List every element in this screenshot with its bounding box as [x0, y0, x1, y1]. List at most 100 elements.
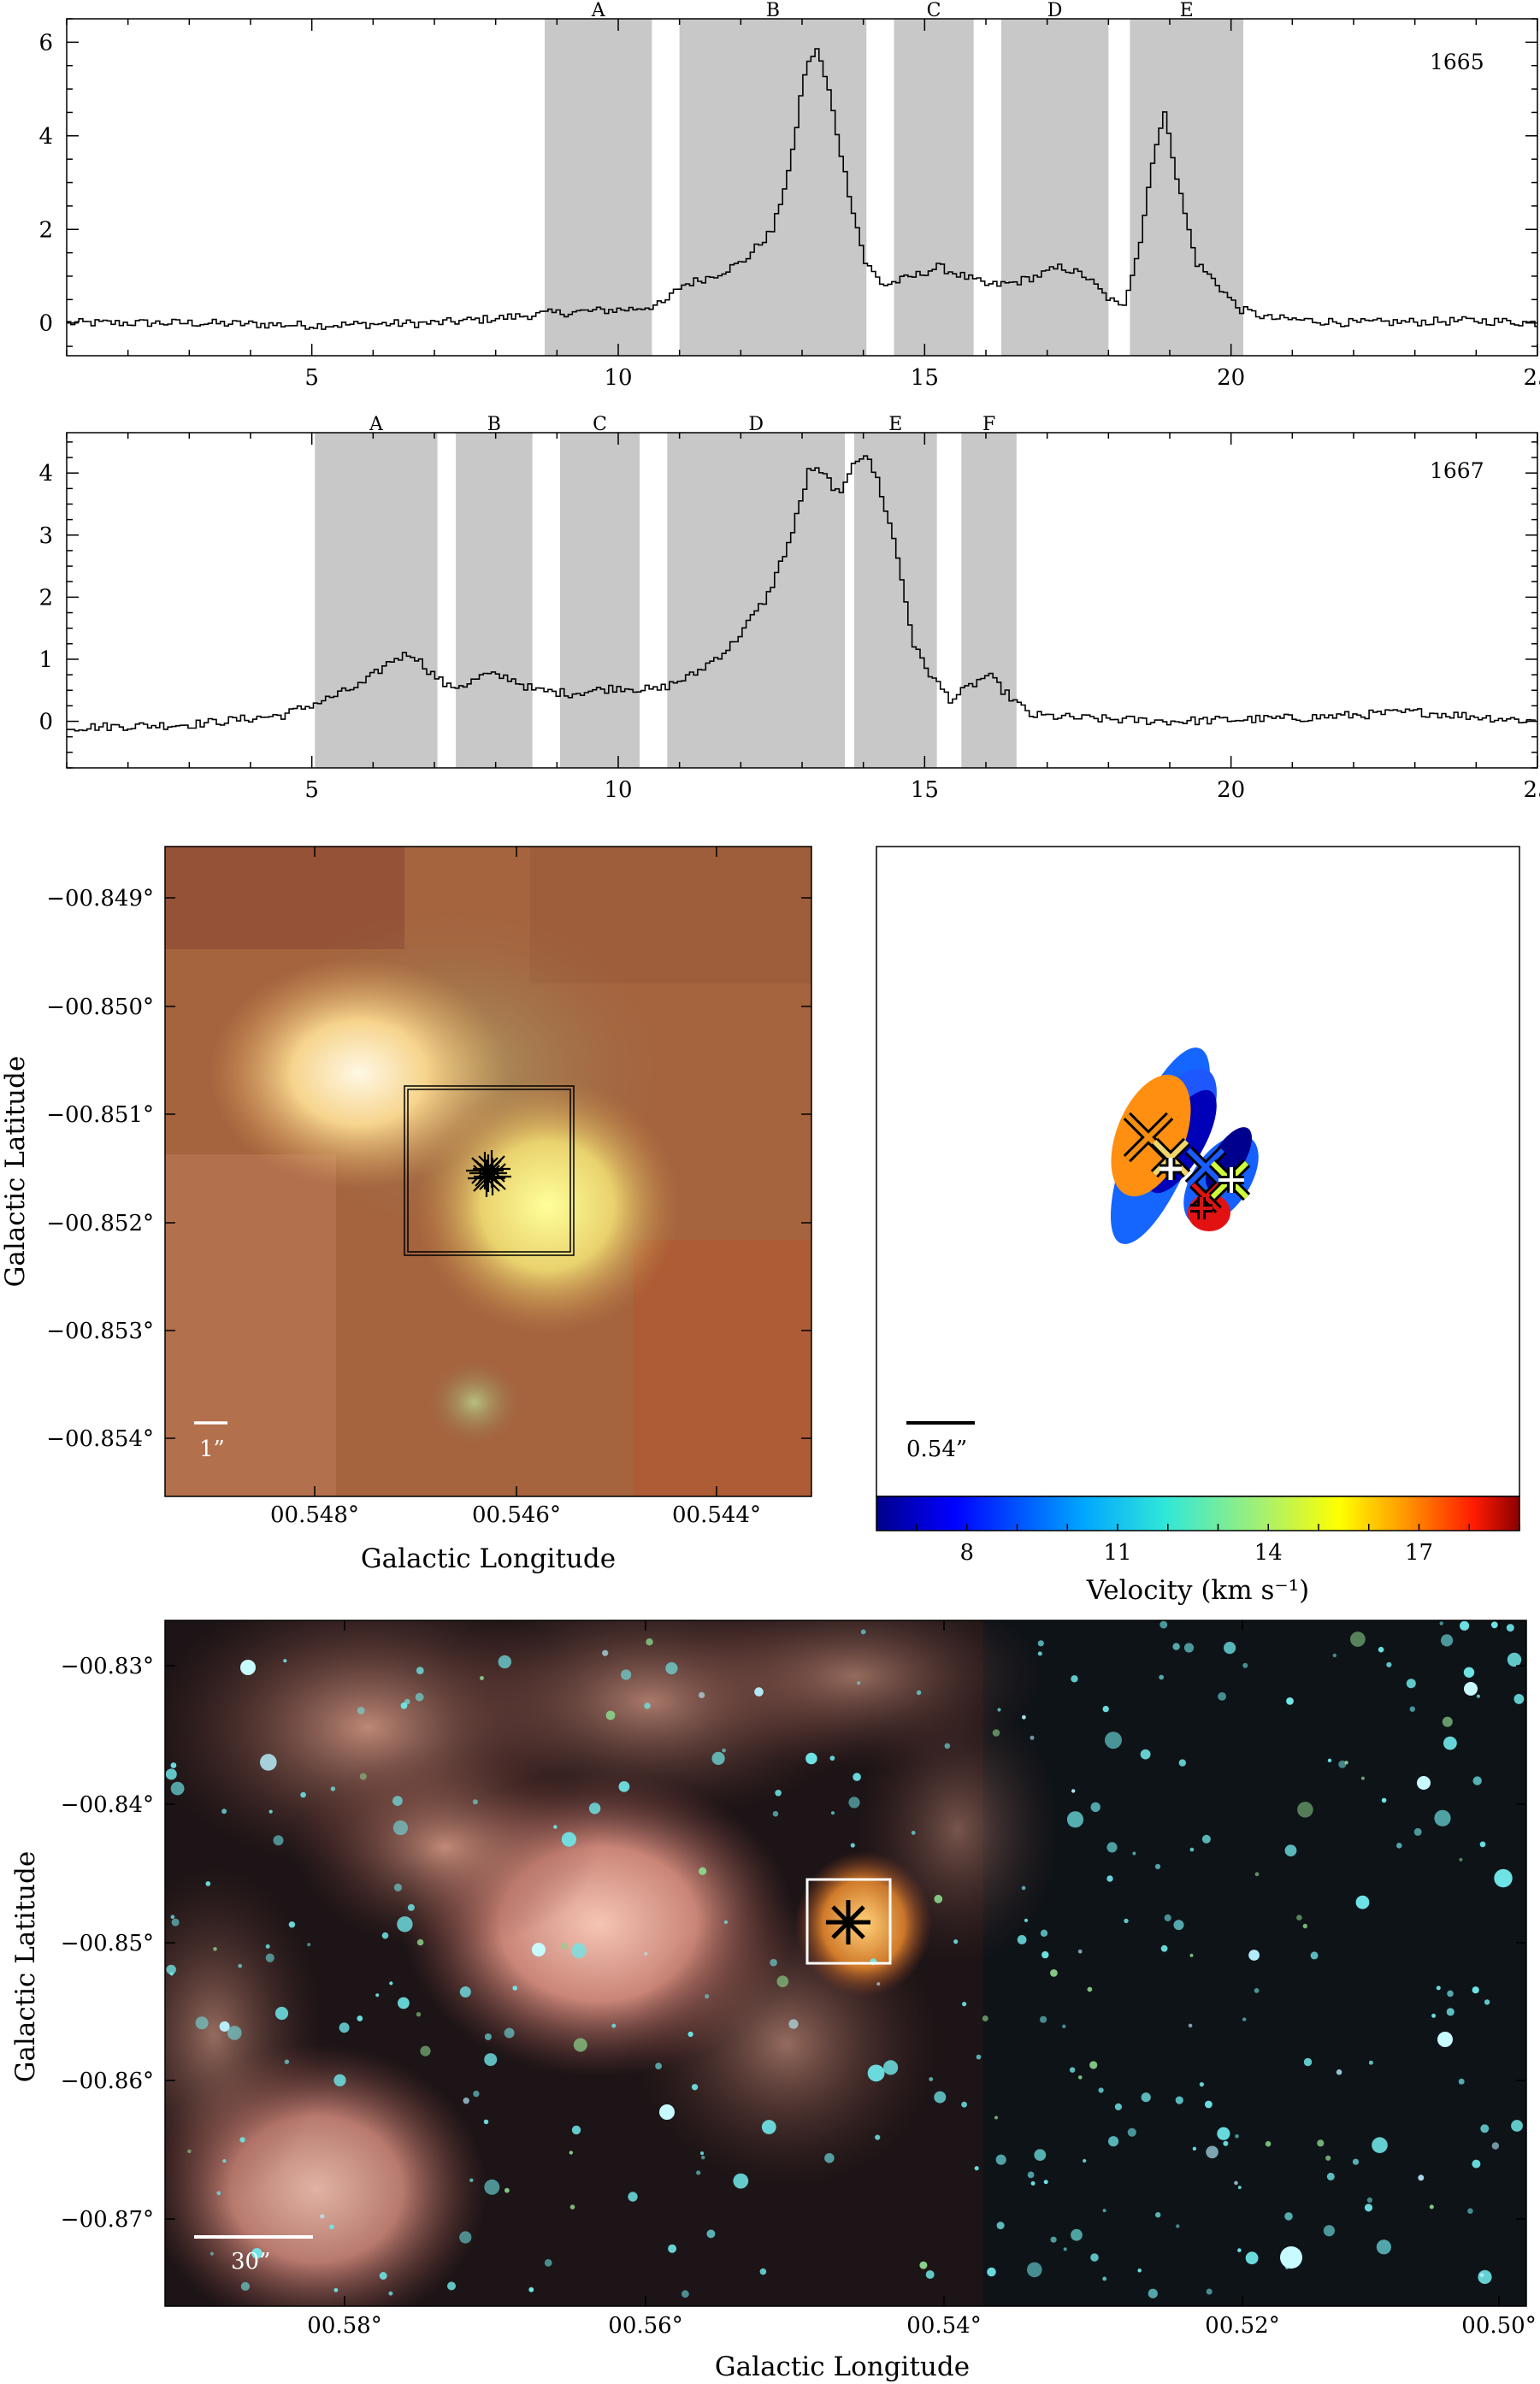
star — [1066, 1811, 1084, 1828]
star — [830, 1811, 835, 1815]
star — [1418, 2175, 1425, 2181]
star — [330, 1786, 336, 1791]
star — [699, 1867, 707, 1875]
wide-frame — [164, 1620, 1527, 2307]
star — [1172, 1643, 1180, 1650]
star — [1183, 1643, 1195, 1653]
star — [512, 1986, 517, 1991]
star — [824, 2153, 835, 2163]
component-label-e: E — [1180, 0, 1194, 21]
star — [1090, 1802, 1100, 1812]
star — [1248, 1950, 1260, 1961]
star — [1467, 2208, 1473, 2214]
star — [472, 1799, 478, 1805]
star — [1199, 2082, 1204, 2087]
star — [1460, 1620, 1470, 1631]
star — [1507, 1652, 1522, 1667]
y-tick-label: 2 — [38, 217, 53, 243]
y-tick-label: 0 — [38, 710, 53, 735]
star — [1078, 2075, 1083, 2080]
star — [388, 2291, 393, 2296]
star — [569, 2151, 573, 2155]
star — [1021, 1885, 1026, 1891]
star — [602, 1649, 609, 1656]
component-band-f — [961, 433, 1017, 768]
star — [668, 2244, 677, 2253]
component-bands-1665 — [545, 19, 1243, 356]
star — [953, 1939, 959, 1944]
wide-x-axis-title: Galactic Longitude — [715, 2352, 970, 2382]
zoom-y-tick-label: −00.849° — [46, 886, 154, 912]
star — [588, 1803, 601, 1815]
star — [1458, 2078, 1465, 2085]
star — [996, 2222, 1005, 2230]
star — [644, 1951, 648, 1956]
star — [1242, 2017, 1247, 2021]
spectrum-1665 — [67, 48, 1537, 330]
star — [213, 1947, 217, 1951]
component-label-a: A — [591, 0, 606, 21]
star — [1254, 1988, 1260, 1993]
wide-region-box — [805, 1878, 892, 1965]
star — [1242, 1662, 1248, 1668]
star — [1472, 1986, 1479, 1994]
zoom-image — [165, 847, 811, 1496]
star — [696, 2170, 701, 2175]
star — [416, 1667, 424, 1675]
star — [1027, 2171, 1035, 2179]
star — [1224, 1642, 1236, 1655]
star — [687, 2031, 693, 2038]
star — [1476, 1694, 1480, 1698]
star — [1378, 1646, 1384, 1653]
star — [1069, 2067, 1076, 2073]
wide-y-tick-label: −00.84° — [61, 1792, 154, 1818]
star — [1413, 1827, 1422, 1836]
star — [400, 1702, 408, 1709]
component-label-d: D — [748, 414, 764, 435]
star — [925, 2270, 935, 2279]
star — [722, 1748, 726, 1753]
star — [700, 2151, 704, 2156]
star — [1159, 1674, 1165, 1680]
star — [621, 1669, 632, 1680]
star — [1429, 2204, 1434, 2210]
star — [992, 1729, 1000, 1737]
bright-star — [1464, 1682, 1478, 1696]
spot-scale-label: 0.54” — [906, 1437, 967, 1462]
star — [1108, 2136, 1119, 2147]
tick-labels-1665: 5 10 15 20 25 0 2 4 6 — [38, 30, 1540, 391]
star — [1439, 1621, 1443, 1626]
star — [788, 2019, 799, 2029]
star — [1017, 1935, 1027, 1944]
component-label-c: C — [927, 0, 941, 21]
star — [1071, 1789, 1076, 1793]
wide-maser-marker — [826, 1900, 870, 1944]
star — [1302, 1923, 1308, 1929]
star — [1022, 1714, 1026, 1720]
star — [976, 2054, 982, 2060]
star — [1140, 1749, 1151, 1760]
y-tick-label: 2 — [38, 585, 53, 611]
star — [916, 1690, 922, 1696]
star — [187, 2149, 192, 2153]
star — [407, 1903, 415, 1911]
star — [1431, 2013, 1437, 2018]
star — [381, 1932, 389, 1939]
star — [288, 1921, 296, 1928]
star — [1491, 2142, 1500, 2150]
star — [1406, 1679, 1416, 1689]
star — [268, 1809, 273, 1814]
star — [238, 1963, 243, 1968]
star — [1030, 2180, 1036, 2186]
bright-star — [1417, 1776, 1431, 1790]
star — [416, 2012, 422, 2017]
star — [1217, 2127, 1230, 2140]
component-band-d — [1000, 19, 1109, 356]
star — [239, 2137, 245, 2143]
star — [504, 2187, 510, 2193]
star — [1132, 1851, 1136, 1856]
star — [848, 1797, 860, 1809]
star — [1326, 2172, 1335, 2180]
maser-crosses — [1123, 1112, 1251, 1219]
